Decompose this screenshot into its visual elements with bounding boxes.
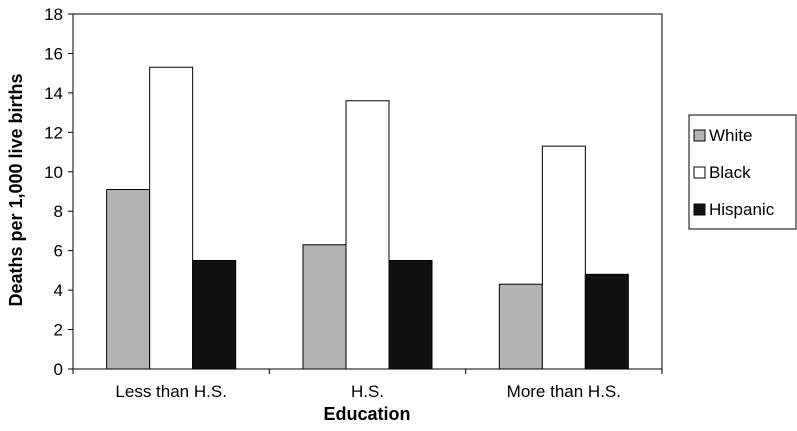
legend: White Black Hispanic: [688, 114, 797, 230]
bar-black-1: [149, 66, 194, 370]
legend-box: [688, 114, 797, 230]
legend-swatch-white: [693, 129, 706, 142]
bar-white-2: [302, 244, 347, 370]
axes-group: [72, 13, 663, 370]
bar-white-3: [498, 283, 543, 370]
bar-white-1: [106, 189, 151, 370]
bar-hispanic-1: [192, 260, 237, 370]
legend-label-white: White: [709, 126, 752, 145]
y-axis-title: Deaths per 1,000 live births: [6, 73, 26, 306]
bars-group: [106, 66, 629, 370]
y-tick-label: 12: [44, 123, 63, 142]
x-tick-label: Less than H.S.: [115, 382, 227, 401]
y-tick-label: 8: [54, 202, 63, 221]
y-tick-label: 6: [54, 242, 63, 261]
y-ticks-group: 0 2 4 6 8 10 12 14 16 18: [44, 5, 73, 379]
legend-label-black: Black: [709, 163, 751, 182]
y-tick-label: 0: [54, 360, 63, 379]
y-tick-label: 10: [44, 163, 63, 182]
y-tick-label: 4: [54, 281, 63, 300]
y-tick-label: 18: [44, 5, 63, 24]
bar-hispanic-2: [388, 260, 433, 370]
legend-label-hispanic: Hispanic: [709, 200, 775, 219]
bar-black-3: [541, 145, 586, 370]
bar-hispanic-3: [584, 273, 629, 370]
x-ticks-group: Less than H.S. H.S. More than H.S.: [72, 369, 663, 401]
x-tick-label: More than H.S.: [507, 382, 621, 401]
y-tick-label: 2: [54, 321, 63, 340]
legend-swatch-black: [693, 166, 706, 179]
x-tick-label: H.S.: [351, 382, 384, 401]
legend-swatch-hispanic: [693, 203, 706, 216]
y-tick-label: 16: [44, 44, 63, 63]
y-tick-label: 14: [44, 84, 63, 103]
x-axis-title: Education: [323, 404, 410, 424]
bar-black-2: [345, 100, 390, 370]
